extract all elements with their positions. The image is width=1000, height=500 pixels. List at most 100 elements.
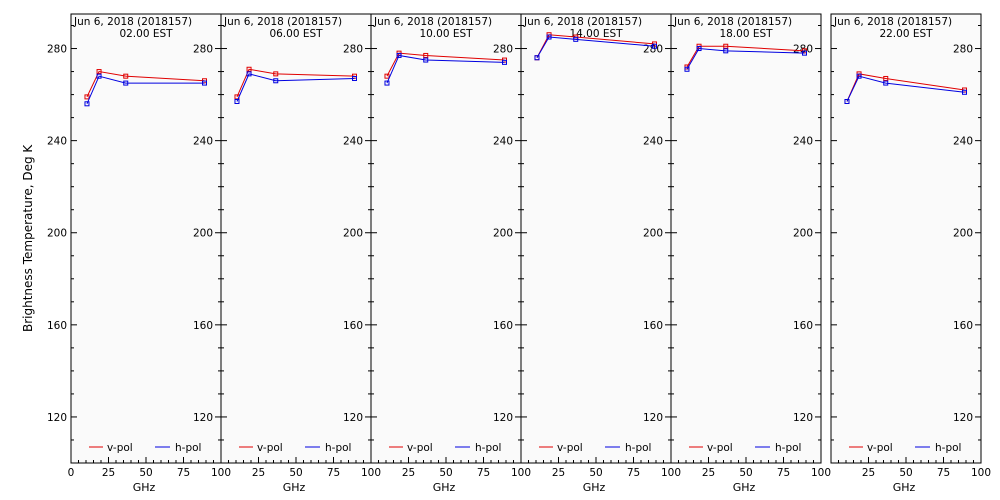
legend-label-h-pol: h-pol <box>475 442 501 454</box>
series-line-v-pol <box>86 71 205 98</box>
x-tick-label: 25 <box>552 467 565 479</box>
data-point <box>273 78 279 84</box>
y-tick-label: 280 <box>953 44 973 56</box>
series-line-h-pol <box>86 75 205 105</box>
y-tick-label: 160 <box>193 320 213 332</box>
legend-label-h-pol: h-pol <box>625 442 651 454</box>
y-tick-label: 240 <box>343 136 363 148</box>
data-point <box>202 80 207 86</box>
x-tick-label: 75 <box>627 467 640 479</box>
x-tick-label: 0 <box>68 467 75 479</box>
data-point <box>423 57 429 63</box>
x-axis-label: GHz <box>433 481 456 494</box>
data-point <box>534 55 540 61</box>
data-point <box>273 71 279 77</box>
y-tick-label: 200 <box>793 228 813 240</box>
panel-title: Jun 6, 2018 (2018157) <box>73 16 192 28</box>
panel-title: Jun 6, 2018 (2018157) <box>523 16 642 28</box>
y-tick-label: 280 <box>643 44 663 56</box>
x-tick-label: 25 <box>402 467 415 479</box>
x-tick-label: 50 <box>739 467 752 479</box>
y-tick-label: 160 <box>343 320 363 332</box>
x-tick-label: 75 <box>177 467 190 479</box>
x-tick-label: 25 <box>252 467 265 479</box>
y-tick-label: 160 <box>47 320 67 332</box>
data-point <box>856 73 862 79</box>
legend-label-v-pol: v-pol <box>107 442 133 454</box>
panel-subtitle: 22.00 EST <box>879 28 933 40</box>
data-point <box>423 52 429 58</box>
x-tick-label: 100 <box>971 467 991 479</box>
y-tick-label: 200 <box>47 228 67 240</box>
data-point <box>546 34 552 40</box>
y-tick-label: 240 <box>953 136 973 148</box>
panel-subtitle: 02.00 EST <box>119 28 173 40</box>
panel-6: Jun 6, 2018 (2018157)22.00 EST 120 160 200 2… <box>830 13 991 494</box>
panel-frame <box>670 13 822 464</box>
series-line-v-pol <box>536 34 655 58</box>
x-tick-label: 100 <box>211 467 231 479</box>
x-tick-label: 75 <box>327 467 340 479</box>
data-point <box>352 75 357 81</box>
series-line-h-pol <box>846 75 965 102</box>
x-tick-label: 100 <box>811 467 831 479</box>
panel-subtitle: 14.00 EST <box>569 28 623 40</box>
data-point <box>123 80 129 86</box>
data-point <box>384 80 390 86</box>
data-point <box>883 80 889 86</box>
y-tick-label: 200 <box>193 228 213 240</box>
data-point <box>384 73 390 79</box>
y-tick-label: 160 <box>793 320 813 332</box>
panel-3: Jun 6, 2018 (2018157)10.00 EST 120 160 200 2… <box>370 13 531 494</box>
y-tick-label: 160 <box>953 320 973 332</box>
data-point <box>962 89 967 95</box>
x-tick-label: 50 <box>139 467 152 479</box>
y-tick-label: 240 <box>193 136 213 148</box>
y-tick-label: 280 <box>493 44 513 56</box>
data-point <box>84 101 90 107</box>
panel-1: Jun 6, 2018 (2018157)02.00 EST 120 120 160 1… <box>47 13 231 494</box>
x-tick-label: 100 <box>511 467 531 479</box>
data-point <box>234 98 240 104</box>
y-tick-label: 240 <box>643 136 663 148</box>
panel-title: Jun 6, 2018 (2018157) <box>673 16 792 28</box>
x-tick-label: 75 <box>477 467 490 479</box>
y-tick-label: 200 <box>953 228 973 240</box>
series-line-h-pol <box>536 36 655 59</box>
x-axis-label: GHz <box>583 481 606 494</box>
panel-subtitle: 06.00 EST <box>269 28 323 40</box>
panel-2: Jun 6, 2018 (2018157)06.00 EST 120 160 200 2… <box>220 13 381 494</box>
x-tick-label: 25 <box>702 467 715 479</box>
x-tick-label: 100 <box>661 467 681 479</box>
panel-frame <box>70 13 222 464</box>
series-line-v-pol <box>686 45 805 68</box>
data-point <box>573 36 579 42</box>
panel-subtitle: 10.00 EST <box>419 28 473 40</box>
data-point <box>723 48 729 54</box>
series-line-v-pol <box>236 68 355 98</box>
y-tick-label: 200 <box>343 228 363 240</box>
x-tick-label: 50 <box>439 467 452 479</box>
panel-frame <box>220 13 372 464</box>
data-point <box>246 71 252 77</box>
y-tick-label: 120 <box>343 412 363 424</box>
data-point <box>684 66 690 72</box>
x-tick-label: 100 <box>361 467 381 479</box>
x-axis-label: GHz <box>893 481 916 494</box>
y-axis-label: Brightness Temperature, Deg K <box>21 144 35 332</box>
y-tick-label: 280 <box>343 44 363 56</box>
y-tick-label: 120 <box>193 412 213 424</box>
data-point <box>396 52 402 58</box>
x-axis-label: GHz <box>133 481 156 494</box>
data-point <box>883 75 889 81</box>
data-point <box>84 94 90 100</box>
series-line-h-pol <box>386 54 505 84</box>
panel-title: Jun 6, 2018 (2018157) <box>833 16 952 28</box>
panel-frame <box>830 13 982 464</box>
y-tick-label: 280 <box>47 44 67 56</box>
y-tick-label: 120 <box>793 412 813 424</box>
data-point <box>844 98 850 104</box>
y-tick-label: 240 <box>493 136 513 148</box>
x-tick-label: 75 <box>777 467 790 479</box>
